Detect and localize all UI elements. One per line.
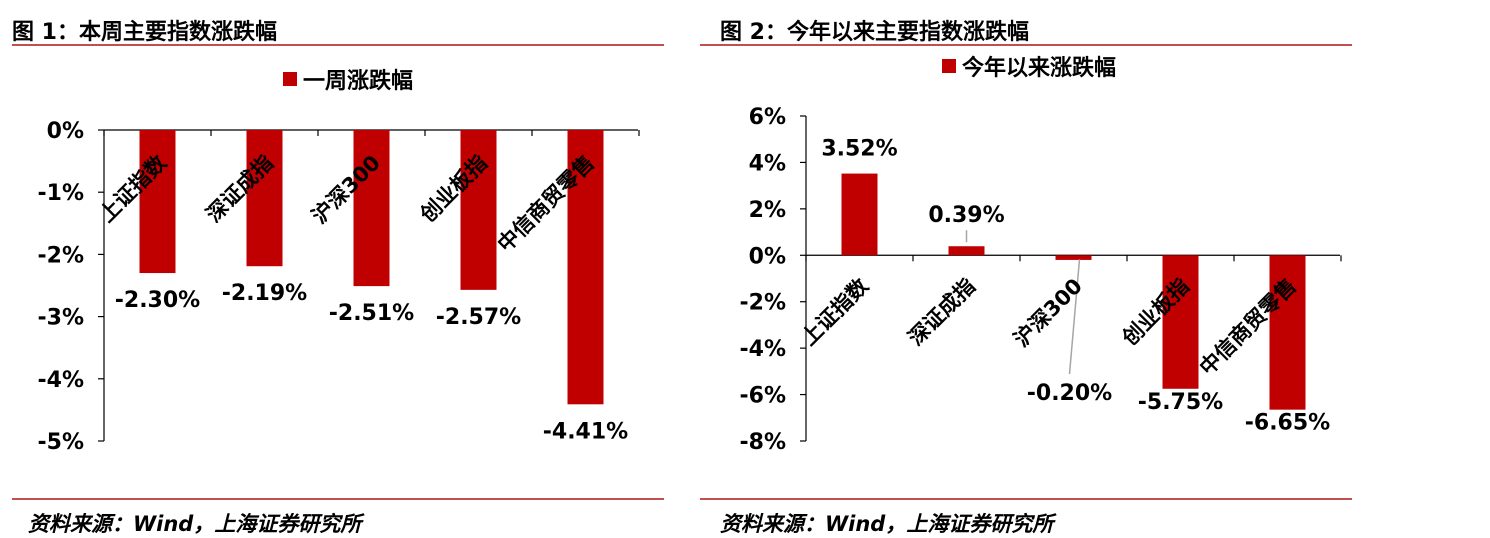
y-tick-label: -3% xyxy=(38,306,84,331)
bar xyxy=(246,130,283,267)
figure-1-source: 资料来源：Wind，上海证券研究所 xyxy=(28,512,362,536)
data-label: -4.41% xyxy=(543,419,628,444)
bar xyxy=(139,130,176,274)
y-tick-label: -4% xyxy=(740,337,786,362)
y-tick-label: 2% xyxy=(749,198,786,223)
figure-1-chart: 一周涨跌幅 0% -1% -2% -3% -4% -5% -2.30% -2.19% -2.51%… xyxy=(38,69,640,455)
y-tick-label: 6% xyxy=(749,105,786,130)
y-tick-label: -6% xyxy=(740,384,786,409)
legend-label: 今年以来涨跌幅 xyxy=(962,55,1116,81)
y-tick-label: 4% xyxy=(749,151,786,176)
data-label: -2.51% xyxy=(329,301,414,326)
legend-swatch xyxy=(283,72,297,86)
figure-2-top-rule xyxy=(700,44,1352,46)
figure-1-title: 图 1：本周主要指数涨跌幅 xyxy=(12,20,277,45)
y-tick-label: -2% xyxy=(740,291,786,316)
bar xyxy=(948,246,985,256)
legend-swatch xyxy=(942,59,956,73)
bar xyxy=(1162,255,1199,389)
figure-1-top-rule xyxy=(12,44,664,46)
data-label: 0.39% xyxy=(928,203,1004,228)
figure-2-title: 图 2：今年以来主要指数涨跌幅 xyxy=(720,20,1029,45)
figure-2-source: 资料来源：Wind，上海证券研究所 xyxy=(720,512,1054,536)
y-tick-label: -4% xyxy=(38,368,84,393)
category-label: 上证指数 xyxy=(797,273,874,350)
bar xyxy=(353,130,390,287)
y-tick-label: -5% xyxy=(38,430,84,455)
y-tick-label: -8% xyxy=(740,430,786,455)
data-label: -0.20% xyxy=(1027,381,1112,406)
y-tick-label: -2% xyxy=(38,243,84,268)
y-tick-label: 0% xyxy=(47,119,84,144)
category-label: 深证成指 xyxy=(904,274,980,350)
data-label: -6.65% xyxy=(1245,411,1330,436)
y-tick-label: 0% xyxy=(749,244,786,269)
y-tick-label: -1% xyxy=(38,181,84,206)
figure-1: 图 1：本周主要指数涨跌幅 一周涨跌幅 0% -1% -2% -3% -4% -5% -2.3… xyxy=(0,0,680,538)
figure-2: 图 2：今年以来主要指数涨跌幅 今年以来涨跌幅 6% 4% 2% 0% -2% -4% -6%… xyxy=(700,0,1380,538)
data-label: -2.19% xyxy=(222,281,307,306)
data-label: -2.30% xyxy=(115,288,200,313)
figure-2-bottom-rule xyxy=(700,498,1352,500)
figure-1-bottom-rule xyxy=(12,498,664,500)
data-label-leader xyxy=(1068,259,1081,375)
data-label: -2.57% xyxy=(436,305,521,330)
bar xyxy=(460,130,497,290)
data-label: -5.75% xyxy=(1138,390,1223,415)
data-label: 3.52% xyxy=(821,137,897,162)
figure-2-chart: 今年以来涨跌幅 6% 4% 2% 0% -2% -4% -6% -8% 3.52% 0.39% -0.… xyxy=(740,55,1342,455)
bar xyxy=(567,130,604,405)
legend-label: 一周涨跌幅 xyxy=(303,69,413,94)
bar xyxy=(1269,255,1306,410)
bar xyxy=(1055,255,1092,260)
bar xyxy=(841,173,878,256)
